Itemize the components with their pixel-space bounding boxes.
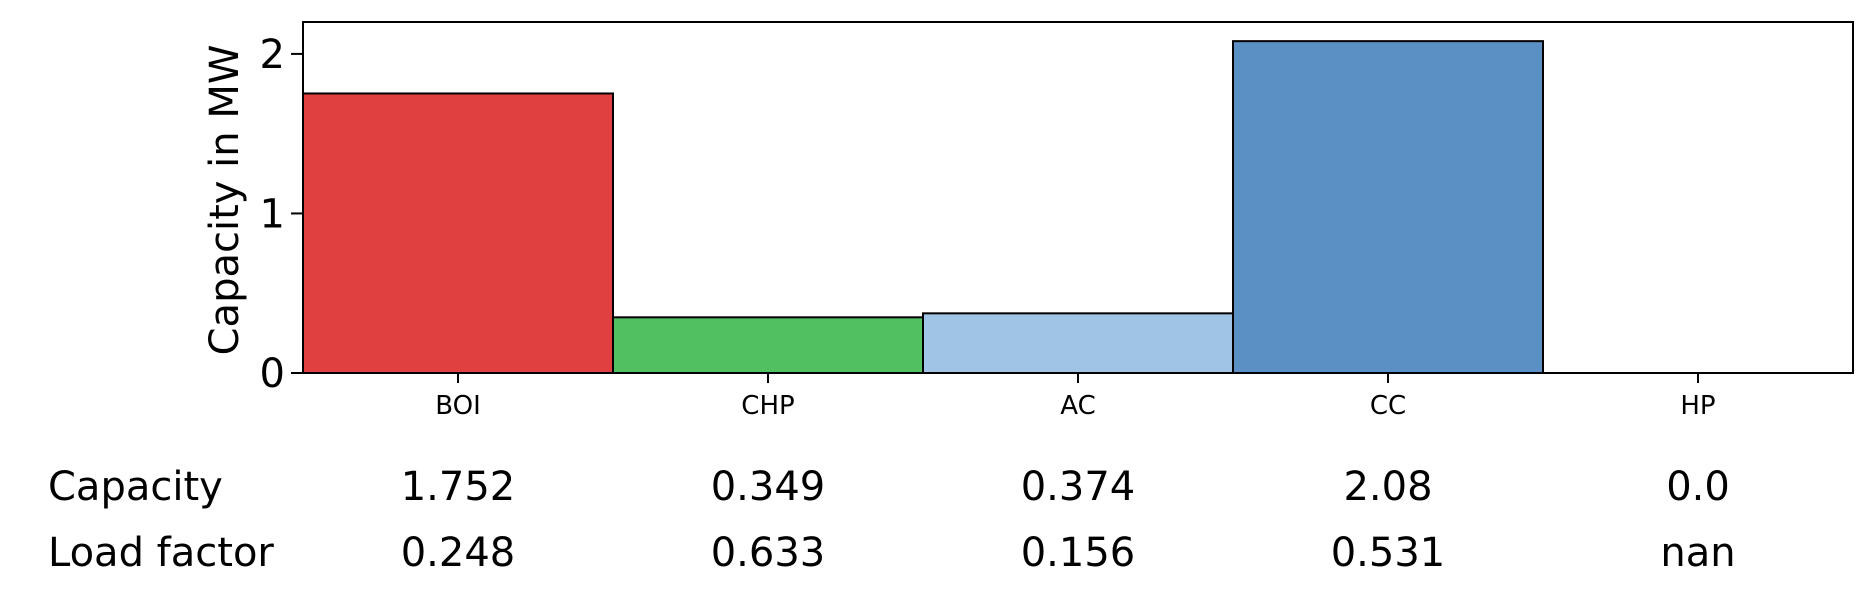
table-cell: 0.156 <box>1021 530 1136 576</box>
x-tick-label: BOI <box>435 391 481 421</box>
plot-area <box>302 21 1854 374</box>
x-tick-label: HP <box>1680 391 1715 421</box>
table-cell: 1.752 <box>401 464 516 510</box>
y-tick-label: 1 <box>260 191 285 237</box>
bar-chp <box>612 316 924 374</box>
table-cell: 0.0 <box>1666 464 1730 510</box>
bar-boi <box>302 92 614 375</box>
x-tick-label: CC <box>1370 391 1406 421</box>
table-row-label: Load factor <box>48 530 274 576</box>
bar-cc <box>1232 40 1544 375</box>
x-tick-label: AC <box>1060 391 1095 421</box>
y-tick-label: 0 <box>260 351 285 397</box>
table-cell: 2.08 <box>1343 464 1432 510</box>
y-axis: 0 1 2 <box>260 32 303 397</box>
data-table: Capacity 1.752 0.349 0.374 2.08 0.0 Load facto… <box>48 464 1736 576</box>
table-cell: 0.374 <box>1021 464 1136 510</box>
x-axis: BOI CHP AC CC HP <box>435 373 1716 421</box>
bar-ac <box>922 312 1234 374</box>
table-cell: 0.248 <box>401 530 516 576</box>
y-axis-label: Capacity in MW <box>202 45 248 356</box>
x-tick-label: CHP <box>741 391 794 421</box>
table-cell: 0.531 <box>1331 530 1446 576</box>
table-cell: 0.349 <box>711 464 826 510</box>
y-tick-label: 2 <box>260 32 285 78</box>
table-cell: 0.633 <box>711 530 826 576</box>
bars-group <box>302 40 1544 375</box>
table-row-label: Capacity <box>48 464 223 510</box>
table-cell: nan <box>1660 530 1735 576</box>
